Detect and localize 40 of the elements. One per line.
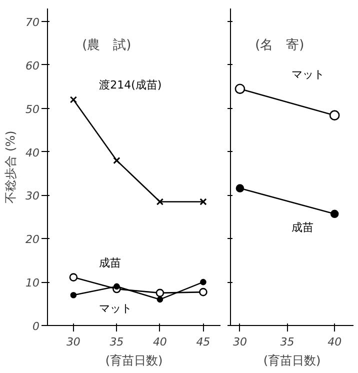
x-tick-label: 35 (110, 336, 124, 348)
point (156, 288, 164, 298)
text: 渡214(成苗) (99, 78, 162, 92)
x-tick-label: 45 (196, 336, 210, 348)
point (156, 198, 164, 206)
point (114, 283, 120, 290)
series-label: 成苗 (291, 220, 314, 234)
point (69, 273, 78, 282)
y-tick-label: 70 (26, 16, 40, 30)
y-axis-title: 不稔歩合 (%) (4, 130, 18, 204)
point (113, 156, 120, 164)
y-tick-label: 30 (26, 190, 40, 203)
point (70, 292, 77, 298)
point (236, 184, 244, 192)
series-label: 成苗 (99, 256, 122, 270)
point (199, 288, 208, 296)
series-label: マット (99, 302, 132, 316)
point (330, 210, 339, 218)
x-tick-label: 30 (232, 336, 247, 348)
point (200, 198, 207, 206)
text: (名 寄) (255, 36, 304, 53)
y-tick-label: 0 (32, 320, 40, 333)
point (234, 84, 246, 94)
point (200, 278, 206, 286)
y-tick-label: 20 (26, 233, 40, 246)
x-axis-title: (育苗日数) (263, 354, 321, 368)
point (70, 96, 78, 104)
series-label: マット (291, 68, 324, 81)
y-tick-label: 40 (26, 146, 40, 160)
x-tick-label: 40 (152, 336, 167, 348)
x-axis-title: (育苗日数) (105, 354, 163, 368)
y-tick-label: 50 (26, 102, 40, 116)
text: (農 試) (82, 38, 132, 53)
x-tick-label: 35 (280, 336, 294, 348)
y-tick-label: 60 (26, 59, 40, 72)
point (156, 296, 164, 303)
point (329, 110, 340, 120)
x-tick-label: 40 (328, 336, 342, 348)
y-tick-label: 10 (26, 276, 40, 290)
x-tick-label: 30 (66, 336, 80, 348)
